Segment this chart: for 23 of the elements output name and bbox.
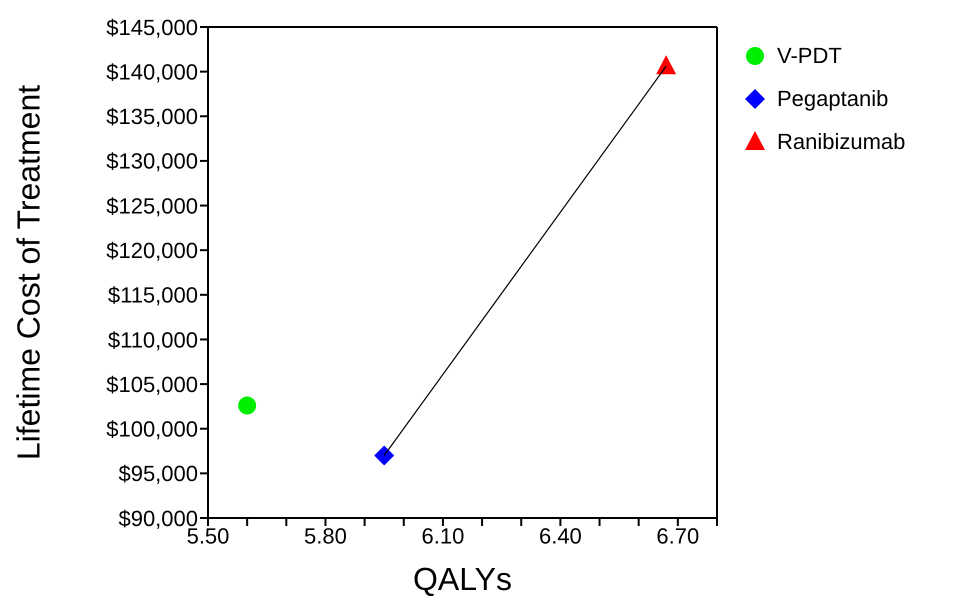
y-tick-label: $140,000 bbox=[106, 59, 198, 84]
x-tick-label: 5.80 bbox=[304, 524, 347, 549]
y-tick-label: $130,000 bbox=[106, 148, 198, 174]
legend-label: V-PDT bbox=[777, 42, 842, 70]
legend-label: Pegaptanib bbox=[777, 85, 888, 113]
x-tick-label: 6.40 bbox=[538, 524, 582, 549]
point bbox=[656, 55, 676, 74]
x-axis-title: QALYs bbox=[413, 561, 512, 597]
y-tick-label: $115,000 bbox=[108, 282, 198, 308]
y-tick-label: $120,000 bbox=[106, 238, 198, 263]
x-tick-label: 6.10 bbox=[422, 524, 464, 549]
point bbox=[374, 446, 394, 466]
y-tick-label: $145,000 bbox=[106, 14, 198, 40]
y-tick-label: $135,000 bbox=[106, 104, 198, 130]
y-tick-label: $95,000 bbox=[118, 461, 198, 486]
point bbox=[238, 396, 256, 415]
y-tick-label: $125,000 bbox=[106, 193, 198, 218]
y-tick-label: $110,000 bbox=[108, 327, 198, 352]
y-axis-title: Lifetime Cost of Treatment bbox=[10, 84, 46, 460]
y-tick-label: $100,000 bbox=[106, 416, 198, 442]
legend-label: Ranibizumab bbox=[777, 128, 906, 156]
x-tick-label: 6.70 bbox=[656, 524, 700, 549]
y-tick-label: $105,000 bbox=[106, 372, 198, 397]
